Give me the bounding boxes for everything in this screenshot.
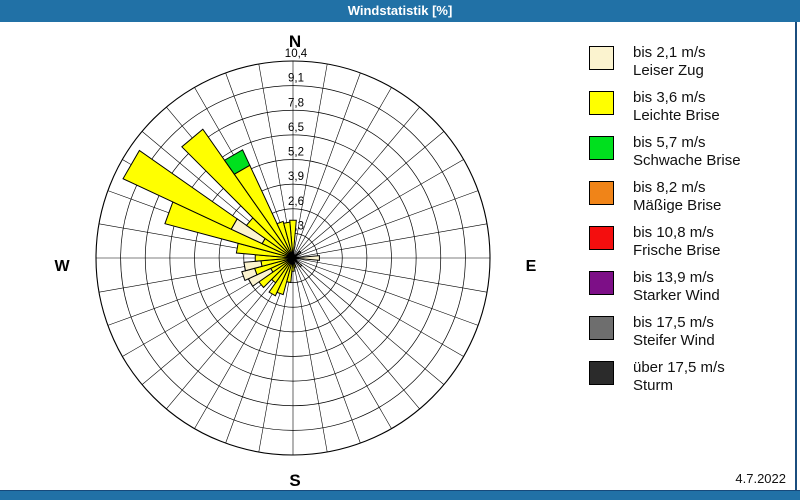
legend-speed-text: bis 8,2 m/s bbox=[633, 179, 706, 196]
legend-speed-text: bis 3,6 m/s bbox=[633, 89, 706, 106]
grid-ring bbox=[169, 134, 417, 382]
wind-sector-bar bbox=[243, 260, 263, 272]
legend-label: bis 10,8 m/s Frische Brise bbox=[633, 224, 721, 260]
legend-speed-text: bis 2,1 m/s bbox=[633, 44, 706, 61]
window-title: Windstatistik [%] bbox=[347, 3, 453, 18]
legend-label: bis 5,7 m/s Schwache Brise bbox=[633, 134, 741, 170]
legend-speed-text: bis 13,9 m/s bbox=[633, 269, 714, 286]
grid-ring bbox=[120, 85, 466, 431]
grid-ring bbox=[218, 183, 368, 333]
compass-label-n: N bbox=[289, 32, 301, 51]
ring-tick-label: 3,9 bbox=[288, 171, 304, 183]
grid-ring bbox=[243, 208, 343, 308]
date-label: 4.7.2022 bbox=[735, 471, 786, 486]
legend-speed-text: bis 5,7 m/s bbox=[633, 134, 706, 151]
legend-item: bis 3,6 m/s Leichte Brise bbox=[589, 89, 789, 125]
ring-tick-label: 7,8 bbox=[288, 97, 304, 109]
legend-name-text: Leiser Zug bbox=[633, 62, 704, 79]
legend-name-text: Schwache Brise bbox=[633, 152, 741, 169]
legend-label: bis 17,5 m/s Steifer Wind bbox=[633, 314, 715, 350]
legend-item: bis 10,8 m/s Frische Brise bbox=[589, 224, 789, 260]
legend-item: bis 2,1 m/s Leiser Zug bbox=[589, 44, 789, 80]
legend-item: bis 8,2 m/s Mäßige Brise bbox=[589, 179, 789, 215]
grid-ring bbox=[194, 159, 392, 357]
legend-label: über 17,5 m/s Sturm bbox=[633, 359, 725, 395]
legend-color-swatch bbox=[589, 136, 614, 160]
legend-speed-text: bis 17,5 m/s bbox=[633, 314, 714, 331]
wind-sector-bar bbox=[283, 221, 294, 259]
legend-label: bis 2,1 m/s Leiser Zug bbox=[633, 44, 706, 80]
legend-item: bis 5,7 m/s Schwache Brise bbox=[589, 134, 789, 170]
title-bar: Windstatistik [%] bbox=[0, 0, 800, 22]
ring-tick-label: 5,2 bbox=[288, 147, 304, 159]
ring-tick-label: 9,1 bbox=[288, 73, 304, 85]
legend-item: bis 17,5 m/s Steifer Wind bbox=[589, 314, 789, 350]
legend-color-swatch bbox=[589, 226, 614, 250]
legend-color-swatch bbox=[589, 181, 614, 205]
ring-tick-label: 10,4 bbox=[285, 48, 308, 60]
legend-name-text: Frische Brise bbox=[633, 242, 721, 259]
legend-name-text: Sturm bbox=[633, 377, 674, 394]
ring-tick-label: 6,5 bbox=[288, 122, 304, 134]
legend-speed-text: bis 10,8 m/s bbox=[633, 224, 714, 241]
legend-item: über 17,5 m/s Sturm bbox=[589, 359, 789, 395]
grid-ring bbox=[144, 109, 442, 407]
legend-color-swatch bbox=[589, 361, 614, 385]
rose-center bbox=[289, 254, 297, 262]
legend-item: bis 13,9 m/s Starker Wind bbox=[589, 269, 789, 305]
legend-name-text: Mäßige Brise bbox=[633, 197, 722, 214]
wind-sector-bar bbox=[223, 149, 251, 175]
compass-label-s: S bbox=[289, 471, 300, 490]
window-right-border bbox=[795, 22, 797, 500]
compass-label-w: W bbox=[54, 258, 70, 275]
legend-speed-text: über 17,5 m/s bbox=[633, 359, 725, 376]
legend: bis 2,1 m/s Leiser Zug bis 3,6 m/s Leichte … bbox=[589, 44, 789, 404]
grid-ring bbox=[95, 60, 491, 456]
legend-label: bis 13,9 m/s Starker Wind bbox=[633, 269, 720, 305]
legend-label: bis 3,6 m/s Leichte Brise bbox=[633, 89, 720, 125]
wind-sector-bar bbox=[292, 255, 320, 261]
footer-bar bbox=[0, 490, 800, 500]
wind-sector-bar bbox=[241, 267, 258, 282]
legend-color-swatch bbox=[589, 91, 614, 115]
legend-name-text: Starker Wind bbox=[633, 287, 720, 304]
compass-label-e: E bbox=[526, 258, 537, 275]
wind-sector-bar bbox=[122, 149, 238, 230]
legend-label: bis 8,2 m/s Mäßige Brise bbox=[633, 179, 721, 215]
legend-name-text: Leichte Brise bbox=[633, 107, 720, 124]
ring-tick-label: 2,6 bbox=[288, 196, 304, 208]
legend-color-swatch bbox=[589, 316, 614, 340]
legend-color-swatch bbox=[589, 46, 614, 70]
legend-name-text: Steifer Wind bbox=[633, 332, 715, 349]
legend-color-swatch bbox=[589, 271, 614, 295]
